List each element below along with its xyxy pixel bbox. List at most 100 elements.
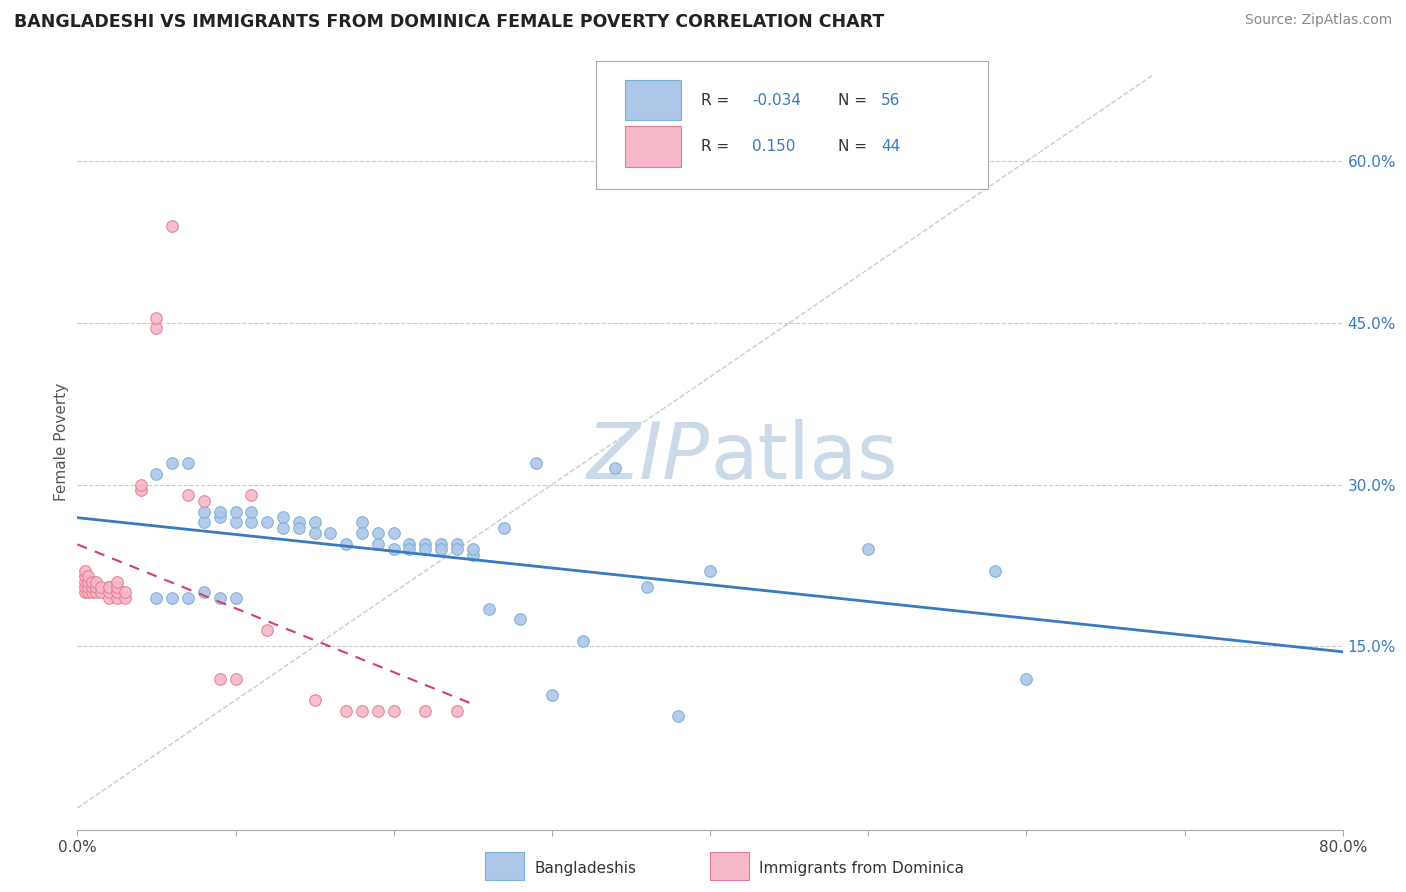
Point [240, 516, 263, 530]
Text: atlas: atlas [710, 419, 897, 495]
Point [162, 591, 183, 605]
Point [80, 585, 103, 599]
Point [77, 574, 100, 589]
Point [177, 456, 200, 470]
Point [145, 467, 167, 481]
Point [636, 580, 658, 594]
Text: ZIP: ZIP [588, 419, 710, 495]
Point [477, 601, 501, 615]
Point [367, 704, 389, 718]
Point [288, 521, 311, 535]
Point [413, 704, 436, 718]
Point [225, 505, 247, 519]
Point [177, 591, 200, 605]
Point [98, 580, 120, 594]
Point [288, 516, 311, 530]
Point [208, 510, 231, 524]
Point [240, 505, 263, 519]
Point [304, 693, 326, 707]
Point [193, 585, 215, 599]
Point [461, 548, 484, 562]
Point [105, 580, 128, 594]
Point [105, 574, 128, 589]
Point [129, 477, 152, 491]
Point [446, 537, 468, 551]
Point [398, 537, 420, 551]
Point [98, 585, 120, 599]
FancyBboxPatch shape [626, 80, 681, 120]
Point [177, 488, 200, 502]
Point [80, 580, 103, 594]
Point [367, 537, 389, 551]
Point [446, 542, 468, 557]
Point [145, 310, 167, 325]
Point [352, 526, 374, 541]
Point [193, 516, 215, 530]
Point [75, 580, 97, 594]
Point [668, 709, 690, 723]
Point [162, 219, 183, 233]
Point [240, 488, 263, 502]
Point [256, 623, 278, 637]
Point [75, 564, 97, 578]
Text: -0.034: -0.034 [752, 93, 801, 108]
Point [494, 521, 516, 535]
Point [86, 574, 108, 589]
Point [86, 580, 108, 594]
Point [367, 526, 389, 541]
Point [75, 574, 97, 589]
Point [540, 688, 562, 702]
Point [225, 591, 247, 605]
Point [446, 704, 468, 718]
Point [382, 704, 405, 718]
Point [145, 591, 167, 605]
Point [90, 580, 112, 594]
Text: Immigrants from Dominica: Immigrants from Dominica [759, 862, 965, 876]
Text: N =: N = [838, 93, 872, 108]
Text: N =: N = [838, 139, 872, 154]
Point [77, 585, 100, 599]
Point [304, 516, 326, 530]
Text: 44: 44 [882, 139, 900, 154]
Y-axis label: Female Poverty: Female Poverty [53, 383, 69, 500]
Point [77, 569, 100, 583]
Text: Source: ZipAtlas.com: Source: ZipAtlas.com [1244, 13, 1392, 28]
Point [208, 505, 231, 519]
Point [256, 516, 278, 530]
Point [413, 542, 436, 557]
Point [699, 564, 721, 578]
Point [77, 580, 100, 594]
Point [86, 585, 108, 599]
Point [162, 456, 183, 470]
Point [509, 612, 531, 626]
Point [75, 585, 97, 599]
Point [430, 537, 453, 551]
Point [105, 585, 128, 599]
Point [98, 591, 120, 605]
Point [430, 542, 453, 557]
Point [193, 505, 215, 519]
FancyBboxPatch shape [626, 127, 681, 167]
Point [80, 574, 103, 589]
Point [572, 634, 595, 648]
Point [98, 580, 120, 594]
Point [75, 569, 97, 583]
Text: 56: 56 [882, 93, 900, 108]
Point [605, 461, 627, 475]
Point [352, 704, 374, 718]
Point [984, 564, 1007, 578]
Point [225, 516, 247, 530]
Point [398, 542, 420, 557]
Point [304, 526, 326, 541]
Point [129, 483, 152, 497]
Point [413, 537, 436, 551]
Point [105, 591, 128, 605]
FancyBboxPatch shape [596, 62, 988, 189]
Point [145, 321, 167, 335]
Point [225, 672, 247, 686]
Point [114, 591, 136, 605]
Point [271, 521, 294, 535]
Point [858, 542, 880, 557]
Point [335, 704, 357, 718]
Point [271, 510, 294, 524]
